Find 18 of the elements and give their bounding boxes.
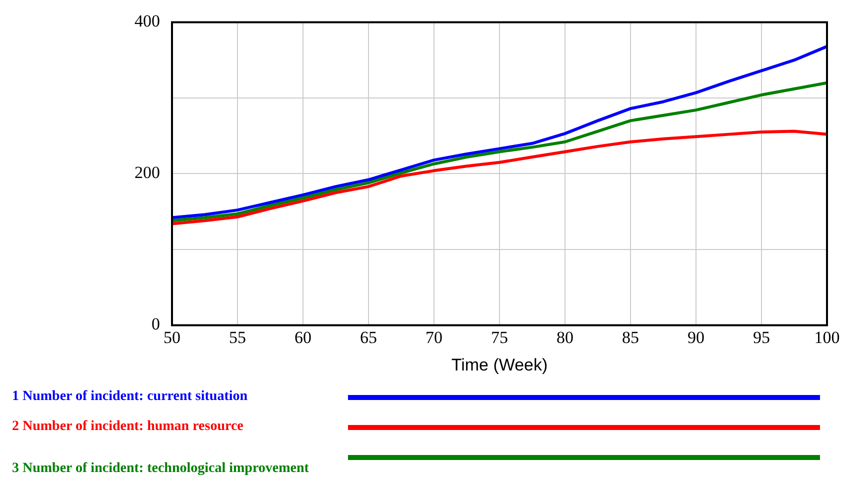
x-tick-label: 80 (556, 328, 574, 347)
x-tick-label: 75 (491, 328, 508, 347)
x-tick-label: 60 (294, 328, 312, 347)
x-axis-title: Time (Week) (451, 355, 548, 374)
x-tick-label: 100 (814, 328, 840, 347)
x-tick-label: 95 (753, 328, 770, 347)
x-tick-label: 90 (688, 328, 704, 347)
text: 3 Number of incident: technological improvement (12, 461, 309, 477)
y-tick-label: 400 (134, 12, 160, 31)
x-tick-label: 55 (229, 328, 246, 347)
x-tick-label: 85 (622, 328, 639, 347)
y-tick-label: 200 (134, 163, 160, 182)
text: 1 Number of incident: current situation (12, 389, 248, 405)
x-tick-label: 70 (426, 328, 442, 347)
x-tick-label: 50 (164, 328, 180, 347)
y-tick-label: 0 (152, 314, 160, 334)
x-tick-label: 65 (360, 328, 377, 347)
text: 2 Number of incident: human resource (12, 419, 244, 435)
